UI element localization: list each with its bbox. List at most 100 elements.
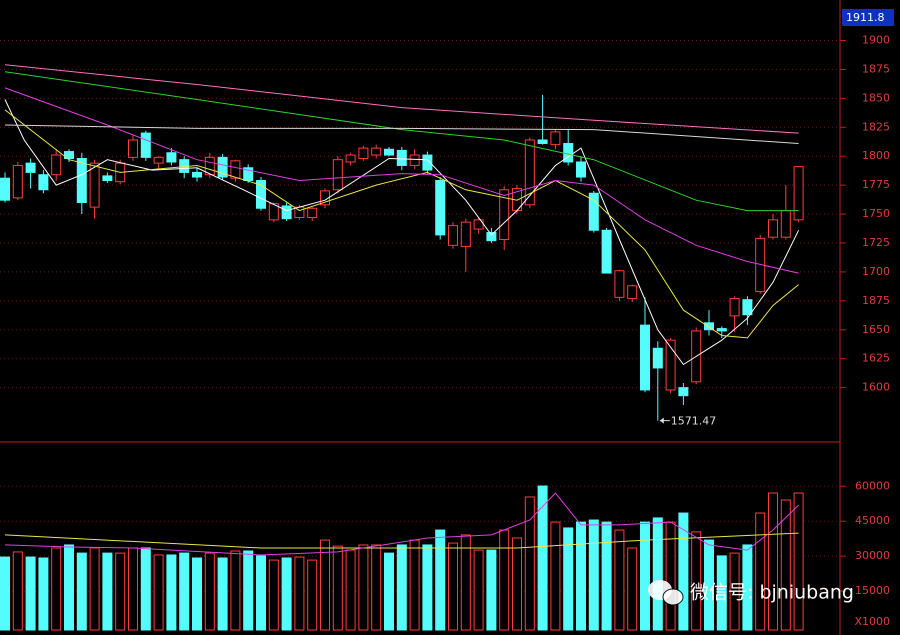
candle-body [358,147,369,160]
y-tick-label: 1800 [862,149,890,162]
y-tick-label: 1775 [862,178,890,191]
volume-bar [460,534,471,631]
volume-bar [192,557,202,631]
candle-body [678,387,689,397]
volume-bar [435,529,446,631]
volume-bar [550,521,561,631]
volume-bar [614,529,625,631]
volume-bar [524,496,535,631]
candle-body [524,139,535,206]
candle-body [281,205,292,220]
volume-bar [473,549,484,631]
volume-bar [307,559,318,631]
moving-average-line [4,71,799,212]
candle-body [128,139,138,158]
volume-bar [153,554,164,631]
volume-bar [204,552,215,631]
volume-bar [780,499,791,631]
y-tick-label: 60000 [855,479,890,492]
candle-body [256,180,266,209]
volume-bar [166,554,177,631]
candle-body [704,322,714,331]
candle-body [89,162,100,208]
candle-body [768,219,778,238]
candle-body [640,324,650,391]
volume-bar [768,492,778,631]
y-tick-label: 30000 [855,549,890,562]
candle-body [371,147,382,156]
candle-body [64,151,74,160]
y-tick-label: 1825 [862,120,890,133]
volume-bar [320,539,330,631]
volume-bar [793,492,804,631]
volume-bar [38,557,49,631]
moving-average-line [4,492,799,556]
candle-body [576,161,586,178]
y-tick-label: 15000 [855,584,890,597]
volume-bar [537,485,548,631]
volume-bar [499,529,510,631]
volume-bar [140,547,151,631]
volume-bar [0,556,10,631]
candle-body [384,148,394,156]
y-tick-label: 1700 [862,265,890,278]
candle-body [665,339,676,391]
y-tick-label: 1900 [862,33,890,46]
y-tick-label: 1600 [862,381,890,394]
candle-body [332,159,343,191]
volume-bar [729,552,740,631]
candle-body [435,180,446,236]
candle-body [499,189,510,241]
watermark-icon [662,588,684,606]
volume-bar [64,544,74,631]
watermark-text: 微信号: bjniubang [690,582,854,604]
volume-bar [640,521,650,631]
annotation-arrowhead [659,417,664,424]
candle-body [716,328,727,332]
volume-bar [627,547,638,631]
volume-bar [12,551,23,631]
y-tick-label: 1725 [862,236,890,249]
volume-bar [358,544,369,631]
moving-average-line [4,109,799,339]
volume-bar [128,547,138,631]
candle-body [345,154,356,163]
volume-bar [115,552,126,631]
watermark: 微信号: bjniubang [648,580,854,606]
volume-bar [678,512,689,631]
volume-bar [716,555,727,631]
candle-body [76,158,87,203]
candle-body [793,166,804,221]
volume-bar [51,547,62,631]
candle-body [192,171,202,178]
volume-bar [102,552,113,631]
volume-bar [588,519,599,631]
volume-bar [755,512,766,631]
candle-body [652,347,663,369]
candle-body [38,174,49,191]
volume-bar [371,544,382,631]
y-tick-label: 1650 [862,323,890,336]
candle-body [486,232,497,242]
candle-body [460,221,471,247]
candle-body [742,299,753,316]
volume-bar [25,556,36,631]
candle-body [409,154,420,166]
cursor-value: 1911.8 [846,11,885,24]
moving-average-line [4,87,799,274]
volume-bar [281,557,292,631]
y-tick-label: 1875 [862,294,890,307]
volume-bar [76,552,87,631]
low-annotation: 1571.47 [671,415,717,428]
candle-body [243,167,254,182]
candle-body [12,164,23,199]
volume-bar [422,544,433,631]
volume-bar [704,539,714,631]
volume-bar [243,550,254,631]
candle-body [422,154,433,171]
volume-bar [256,555,266,631]
volume-bar [576,521,586,631]
volume-bar [268,559,279,631]
candle-body [307,207,318,219]
